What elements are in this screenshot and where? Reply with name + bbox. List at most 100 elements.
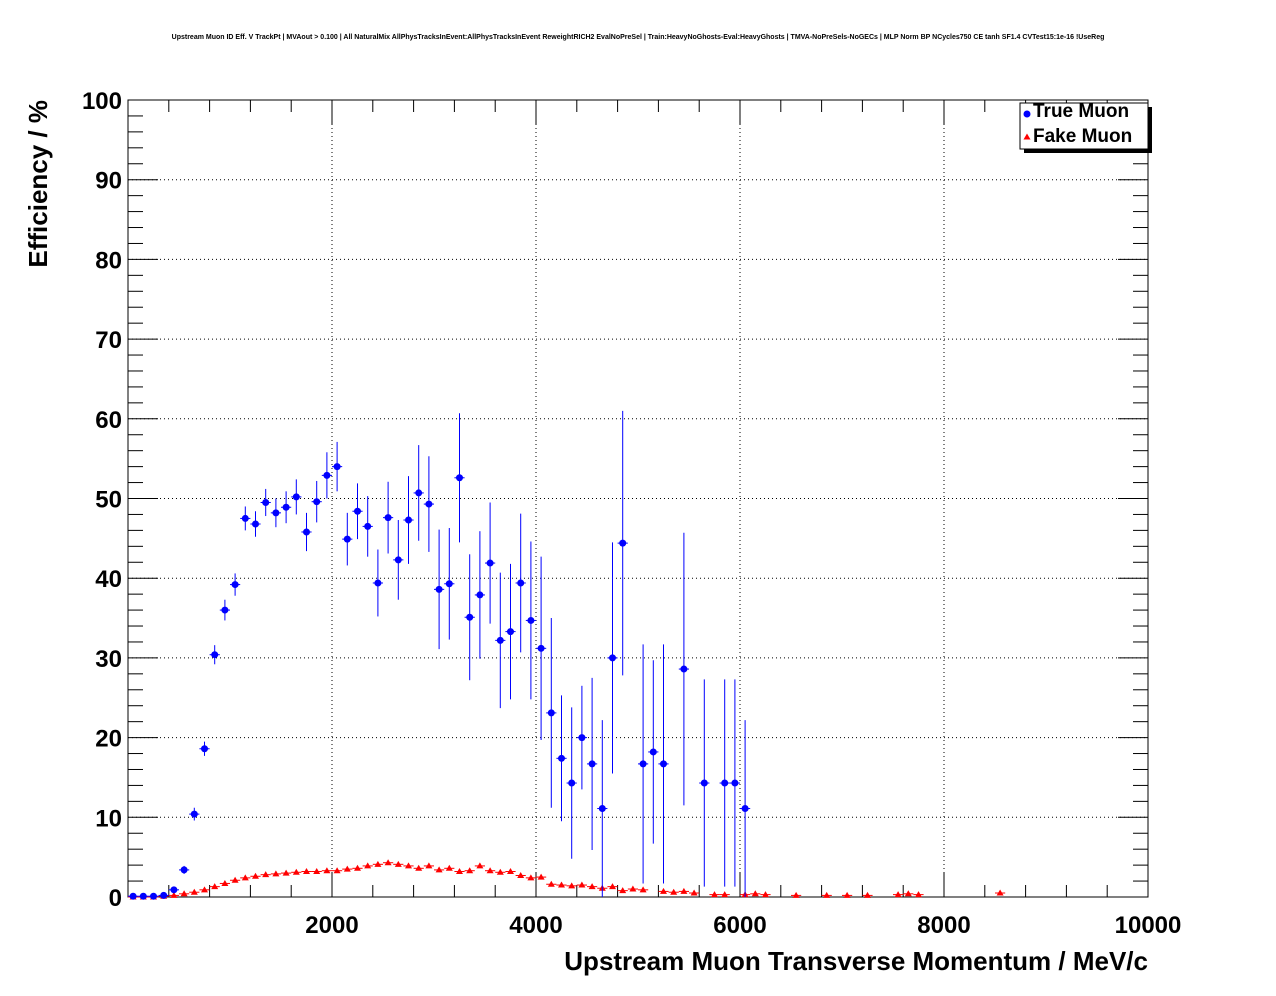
fake-muon-series <box>128 859 1006 900</box>
fake-muon-point <box>384 859 392 866</box>
true-muon-point <box>445 580 453 588</box>
grid-lines <box>128 100 1148 897</box>
fake-muon-point <box>915 891 922 898</box>
fake-muon-point <box>680 887 688 894</box>
fake-muon-point <box>303 867 310 874</box>
true-muon-point <box>129 892 137 900</box>
true-muon-point <box>649 748 657 756</box>
fake-muon-point <box>527 874 535 881</box>
fake-muon-point <box>252 872 259 879</box>
fake-muon-point <box>864 891 871 898</box>
true-muon-point <box>619 539 627 547</box>
fake-muon-point <box>354 864 361 871</box>
fake-muon-point <box>711 891 718 898</box>
true-muon-point <box>568 779 576 787</box>
true-muon-point <box>588 760 596 768</box>
fake-muon-point <box>609 883 616 890</box>
true-muon-point <box>221 606 229 614</box>
fake-muon-point <box>170 891 178 898</box>
true-muon-point <box>507 628 514 636</box>
true-muon-point <box>241 514 249 522</box>
fake-muon-point <box>333 867 341 874</box>
true-muon-point <box>639 760 647 768</box>
true-muon-point <box>700 779 708 787</box>
true-muon-point <box>374 579 382 587</box>
true-muon-point <box>415 489 423 497</box>
true-muon-point <box>231 581 239 589</box>
true-muon-point <box>660 760 667 768</box>
true-muon-point <box>731 779 739 787</box>
true-muon-point <box>354 507 361 515</box>
true-muon-point <box>272 509 280 517</box>
fake-muon-point <box>394 860 402 867</box>
true-muon-point <box>496 636 504 644</box>
fake-muon-point <box>792 891 800 898</box>
true-muon-point <box>680 665 688 673</box>
x-tick-label: 8000 <box>917 912 970 939</box>
y-tick-label: 80 <box>95 247 122 274</box>
fake-muon-point <box>486 867 494 874</box>
fake-muon-point <box>415 864 423 871</box>
true-muon-point <box>721 779 729 787</box>
fake-muon-point <box>904 890 912 897</box>
true-muon-point <box>211 651 219 659</box>
true-muon-series <box>128 410 751 900</box>
fake-muon-point <box>313 867 321 874</box>
true-muon-point <box>303 528 310 536</box>
fake-muon-point <box>537 873 545 880</box>
fake-muon-point <box>405 862 412 869</box>
fake-muon-point <box>629 885 637 892</box>
x-tick-label: 2000 <box>305 912 358 939</box>
fake-muon-point <box>190 888 198 895</box>
true-muon-point <box>527 616 535 624</box>
fake-muon-point <box>211 883 219 890</box>
true-muon-point <box>456 474 463 482</box>
fake-muon-point <box>843 891 851 898</box>
true-muon-point <box>394 556 402 564</box>
true-muon-point <box>435 585 443 593</box>
fake-muon-point <box>272 870 280 877</box>
fake-muon-point <box>435 866 443 873</box>
fake-muon-point <box>547 880 555 887</box>
fake-muon-point <box>823 891 831 898</box>
true-muon-point <box>364 522 372 530</box>
y-tick-label: 40 <box>95 566 122 593</box>
fake-muon-point <box>292 868 300 875</box>
fake-muon-point <box>558 881 565 888</box>
y-tick-label: 10 <box>95 805 122 832</box>
true-muon-point <box>466 613 474 621</box>
fake-muon-point <box>221 879 229 886</box>
fake-muon-point <box>660 887 667 894</box>
fake-muon-point <box>517 871 525 878</box>
y-tick-labels: 0 10 20 30 40 50 60 70 80 90 100 <box>82 88 122 912</box>
true-muon-point <box>190 810 198 818</box>
fake-muon-point <box>231 876 239 883</box>
fake-muon-point <box>476 862 484 869</box>
fake-muon-point <box>670 888 678 895</box>
y-tick-label: 70 <box>95 327 122 354</box>
fake-muon-point <box>374 860 382 867</box>
fake-muon-point <box>201 886 208 893</box>
true-muon-point <box>486 559 494 567</box>
y-tick-label: 90 <box>95 168 122 195</box>
fake-muon-point <box>894 891 902 898</box>
fake-muon-point <box>425 862 433 869</box>
fake-muon-point <box>496 868 504 875</box>
true-muon-point <box>252 520 259 528</box>
true-muon-point <box>282 503 290 511</box>
fake-muon-point <box>588 883 596 890</box>
true-muon-point <box>384 514 392 522</box>
fake-muon-point <box>619 887 627 894</box>
true-muon-point <box>609 654 616 662</box>
legend-fake-label: Fake Muon <box>1033 126 1132 147</box>
legend-fake-marker <box>1023 133 1031 140</box>
fake-muon-point <box>343 865 351 872</box>
y-axis-title: Efficiency / % <box>23 100 53 268</box>
true-muon-point <box>139 892 147 900</box>
fake-muon-point <box>568 882 576 889</box>
fake-muon-point <box>262 871 270 878</box>
fake-muon-point <box>639 886 647 893</box>
true-muon-point <box>262 498 270 506</box>
x-tick-label: 6000 <box>713 912 766 939</box>
